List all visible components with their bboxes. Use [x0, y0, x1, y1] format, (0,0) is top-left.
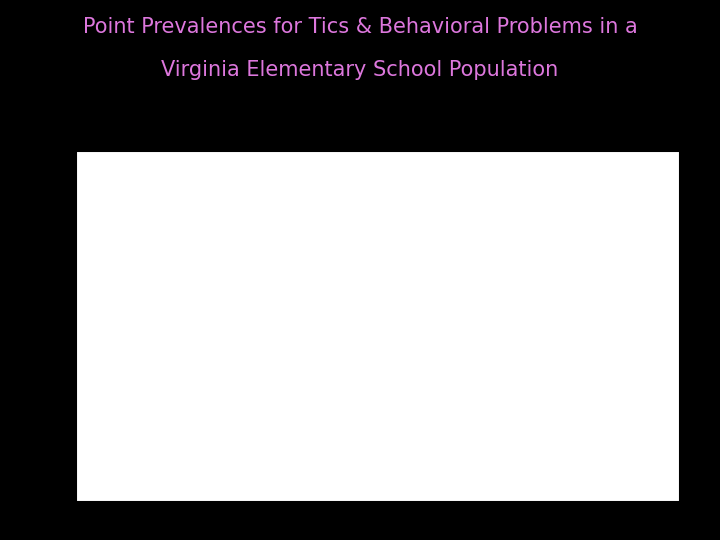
Bar	[633, 390, 659, 464]
Bar	[560, 336, 586, 464]
Legend: TICS, BEHAVIOR: TICS, BEHAVIOR	[591, 172, 668, 205]
Bar	[389, 379, 415, 464]
Bar	[462, 333, 487, 464]
Bar	[243, 349, 269, 464]
Y-axis label: Percentage of Students with Motor Tics or Problem Behaviors (%): Percentage of Students with Motor Tics o…	[48, 191, 57, 441]
Bar	[170, 264, 196, 464]
Text: Point Prevalences for Tics & Behavioral Problems in a: Point Prevalences for Tics & Behavioral …	[83, 17, 637, 37]
Bar	[123, 341, 148, 464]
Text: Virginia Elementary School Population: Virginia Elementary School Population	[161, 60, 559, 80]
Bar	[316, 247, 341, 464]
Bar	[608, 385, 633, 464]
Bar	[97, 227, 123, 464]
Bar	[415, 387, 440, 464]
Bar	[341, 192, 367, 464]
X-axis label: Month Observed: Month Observed	[332, 490, 424, 500]
Bar	[196, 217, 221, 464]
Bar	[487, 400, 513, 464]
Bar	[535, 381, 560, 464]
Bar	[269, 298, 294, 464]
